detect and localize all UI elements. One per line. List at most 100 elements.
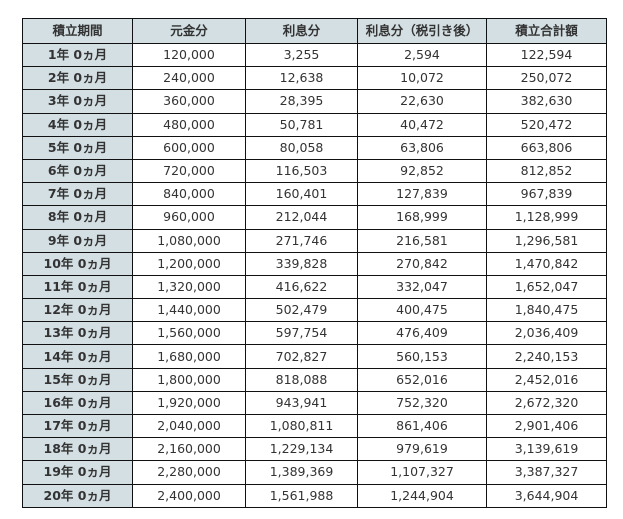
cell-period: 16年 0ヵ月 [22,390,133,416]
cell-period: 4年 0ヵ月 [22,112,133,137]
cell-interest: 416,622 [245,274,358,300]
cell-interest-after-tax: 560,153 [357,344,487,369]
cell-period: 13年 0ヵ月 [22,321,133,346]
cell-interest: 212,044 [245,205,358,230]
cell-principal: 1,320,000 [132,274,246,300]
cell-principal: 360,000 [132,89,246,114]
cell-interest: 116,503 [245,158,358,184]
table-row: 12年 0ヵ月 1,440,000 502,479 400,475 1,840,475 [22,298,607,323]
cell-interest: 12,638 [245,66,358,91]
cell-principal: 720,000 [132,158,246,184]
table-row: 19年 0ヵ月 2,280,000 1,389,369 1,107,327 3,387,… [22,460,607,485]
cell-interest-after-tax: 752,320 [357,390,487,416]
cell-period: 10年 0ヵ月 [22,251,133,276]
cell-interest-after-tax: 168,999 [357,205,487,230]
cell-principal: 240,000 [132,66,246,91]
table-row: 5年 0ヵ月 600,000 80,058 63,806 663,806 [22,135,607,160]
cell-period: 11年 0ヵ月 [22,274,133,300]
cell-principal: 120,000 [132,42,246,68]
cell-interest-after-tax: 979,619 [357,437,487,462]
cell-interest-after-tax: 270,842 [357,251,487,276]
table-row: 7年 0ヵ月 840,000 160,401 127,839 967,839 [22,182,607,207]
cell-interest-after-tax: 2,594 [357,42,487,68]
cell-interest-after-tax: 22,630 [357,89,487,114]
cell-principal: 1,920,000 [132,390,246,416]
cell-total: 122,594 [486,42,607,68]
header-row: 積立期間 元金分 利息分 利息分（税引き後） 積立合計額 [22,18,607,44]
cell-principal: 1,200,000 [132,251,246,276]
cell-period: 19年 0ヵ月 [22,460,133,485]
cell-period: 7年 0ヵ月 [22,182,133,207]
cell-total: 2,036,409 [486,321,607,346]
table-row: 15年 0ヵ月 1,800,000 818,088 652,016 2,452,016 [22,367,607,392]
cell-period: 5年 0ヵ月 [22,135,133,160]
cell-total: 520,472 [486,112,607,137]
table-row: 2年 0ヵ月 240,000 12,638 10,072 250,072 [22,66,607,91]
cell-principal: 1,440,000 [132,298,246,323]
column-header-period: 積立期間 [22,18,133,44]
cell-period: 6年 0ヵ月 [22,158,133,184]
cell-interest: 502,479 [245,298,358,323]
cell-interest-after-tax: 476,409 [357,321,487,346]
cell-total: 812,852 [486,158,607,184]
table-row: 14年 0ヵ月 1,680,000 702,827 560,153 2,240,153 [22,344,607,369]
cell-period: 18年 0ヵ月 [22,437,133,462]
cell-principal: 2,040,000 [132,413,246,439]
cell-total: 250,072 [486,66,607,91]
cell-total: 3,644,904 [486,483,607,508]
cell-interest: 50,781 [245,112,358,137]
cell-interest-after-tax: 10,072 [357,66,487,91]
cell-interest-after-tax: 216,581 [357,228,487,253]
cell-principal: 600,000 [132,135,246,160]
cell-interest-after-tax: 861,406 [357,413,487,439]
cell-period: 3年 0ヵ月 [22,89,133,114]
cell-period: 17年 0ヵ月 [22,413,133,439]
cell-interest-after-tax: 63,806 [357,135,487,160]
cell-interest-after-tax: 400,475 [357,298,487,323]
cell-interest: 943,941 [245,390,358,416]
table-row: 6年 0ヵ月 720,000 116,503 92,852 812,852 [22,158,607,184]
column-header-total: 積立合計額 [486,18,607,44]
savings-table: 積立期間 元金分 利息分 利息分（税引き後） 積立合計額 1年 0ヵ月 120,000 3,… [22,18,607,508]
table-row: 20年 0ヵ月 2,400,000 1,561,988 1,244,904 3,644,… [22,483,607,508]
cell-interest: 28,395 [245,89,358,114]
cell-period: 2年 0ヵ月 [22,66,133,91]
cell-interest-after-tax: 1,244,904 [357,483,487,508]
cell-interest: 1,229,134 [245,437,358,462]
cell-total: 3,139,619 [486,437,607,462]
column-header-interest-after-tax: 利息分（税引き後） [357,18,487,44]
cell-total: 2,452,016 [486,367,607,392]
cell-principal: 2,280,000 [132,460,246,485]
cell-interest: 3,255 [245,42,358,68]
cell-interest: 597,754 [245,321,358,346]
cell-total: 382,630 [486,89,607,114]
cell-principal: 1,560,000 [132,321,246,346]
table-row: 11年 0ヵ月 1,320,000 416,622 332,047 1,652,047 [22,274,607,300]
cell-period: 1年 0ヵ月 [22,42,133,68]
cell-period: 8年 0ヵ月 [22,205,133,230]
cell-period: 20年 0ヵ月 [22,483,133,508]
cell-total: 1,652,047 [486,274,607,300]
cell-period: 14年 0ヵ月 [22,344,133,369]
cell-interest-after-tax: 92,852 [357,158,487,184]
cell-total: 1,470,842 [486,251,607,276]
cell-interest: 702,827 [245,344,358,369]
cell-period: 12年 0ヵ月 [22,298,133,323]
table-row: 3年 0ヵ月 360,000 28,395 22,630 382,630 [22,89,607,114]
cell-interest: 1,080,811 [245,413,358,439]
cell-interest-after-tax: 127,839 [357,182,487,207]
table-row: 8年 0ヵ月 960,000 212,044 168,999 1,128,999 [22,205,607,230]
cell-interest-after-tax: 652,016 [357,367,487,392]
cell-total: 663,806 [486,135,607,160]
cell-total: 2,672,320 [486,390,607,416]
cell-interest: 80,058 [245,135,358,160]
cell-interest: 339,828 [245,251,358,276]
column-header-interest: 利息分 [245,18,358,44]
table-row: 9年 0ヵ月 1,080,000 271,746 216,581 1,296,581 [22,228,607,253]
cell-total: 2,240,153 [486,344,607,369]
cell-interest-after-tax: 40,472 [357,112,487,137]
cell-interest: 1,389,369 [245,460,358,485]
cell-total: 967,839 [486,182,607,207]
cell-interest: 271,746 [245,228,358,253]
cell-period: 15年 0ヵ月 [22,367,133,392]
